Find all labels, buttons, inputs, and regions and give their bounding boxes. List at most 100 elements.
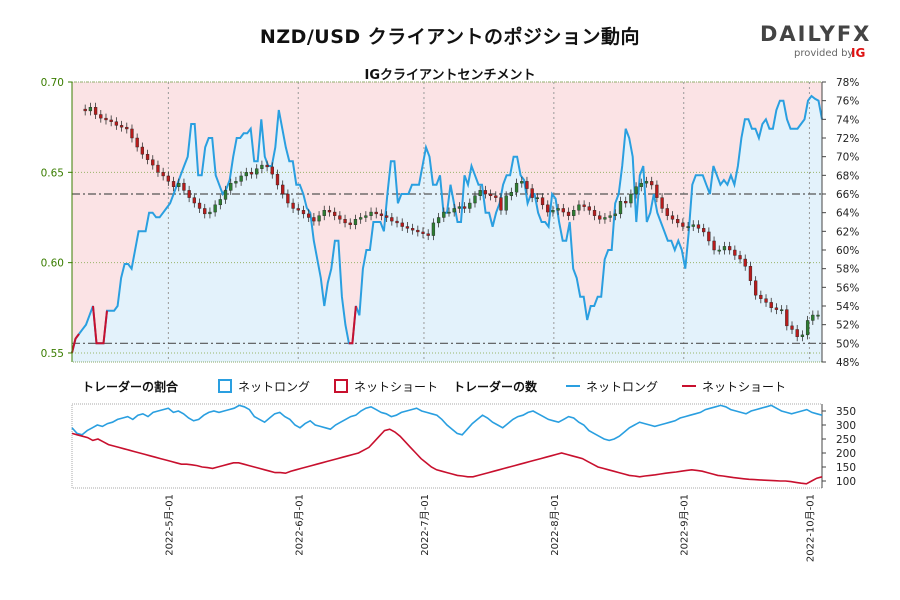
candle-body (707, 231, 711, 242)
candle-body (473, 195, 477, 204)
candle-body (572, 210, 576, 216)
candle-body (779, 309, 784, 312)
candle-body (119, 125, 124, 128)
candle-body (156, 164, 160, 173)
candle-body (400, 222, 404, 227)
candle-body (540, 197, 545, 206)
candle-body (384, 215, 389, 218)
candle-body (608, 215, 612, 218)
chart-title: NZD/USD クライアントのポジション動向 (259, 26, 641, 48)
candle-body (234, 181, 238, 184)
candle-body (800, 334, 805, 337)
right-tick-label: 48% (836, 357, 859, 369)
candle-body (369, 211, 373, 216)
legend: トレーダーの割合 ネットロング ネットショート トレーダーの数 ネットロング ネ… (0, 378, 900, 396)
bottom-tick-label: 300 (836, 420, 856, 432)
dailyfx-logo: DAILYFX provided by IG (760, 22, 880, 66)
candle-body (286, 193, 290, 204)
candle-body (629, 193, 633, 204)
candle-body (421, 231, 425, 234)
candle-body (785, 309, 789, 327)
candle-body (223, 190, 228, 200)
candle-body (462, 206, 467, 209)
candle-body (546, 204, 550, 213)
logo-ig-brand: IG (851, 46, 866, 60)
candle-body (748, 266, 753, 281)
x-tick-label: 2022-7月-01 (419, 494, 431, 556)
candle-body (598, 215, 602, 220)
candle-body (405, 226, 410, 229)
candle-body (301, 210, 306, 215)
candle-body (790, 325, 794, 330)
bottom-tick-label: 150 (836, 462, 856, 474)
candle-body (213, 204, 217, 213)
candle-body (520, 181, 524, 184)
candle-body (499, 197, 503, 211)
right-tick-label: 64% (836, 208, 859, 220)
candle-body (99, 114, 103, 119)
candle-body (509, 191, 514, 197)
candle-body (171, 181, 176, 187)
candle-body (281, 184, 285, 195)
candle-body (296, 208, 300, 211)
candle-body (650, 181, 654, 186)
candle-body (275, 173, 280, 186)
bottom-tick-label: 250 (836, 434, 856, 446)
candle-body (218, 199, 222, 206)
bottom-tick-label: 100 (836, 476, 856, 488)
legend-ratio-title: トレーダーの割合 (82, 380, 179, 394)
candle-body (426, 233, 430, 236)
candle-body (239, 175, 243, 182)
candle-body (130, 128, 134, 139)
candle-body (322, 210, 326, 216)
candle-body (676, 219, 680, 224)
candle-body (442, 211, 446, 218)
candle-body (379, 213, 384, 216)
candle-body (125, 126, 129, 130)
bottom-tick-label: 350 (836, 406, 856, 418)
left-tick-label: 0.55 (41, 348, 64, 360)
candle-body (670, 215, 675, 220)
left-tick-label: 0.65 (41, 167, 64, 179)
candle-body (743, 258, 747, 267)
right-tick-label: 66% (836, 189, 859, 201)
candle-body (249, 172, 254, 175)
candle-body (312, 217, 316, 222)
candle-body (795, 329, 799, 337)
legend-count-short: ネットショート (682, 378, 786, 395)
candle-body (483, 190, 488, 195)
right-tick-label: 52% (836, 320, 859, 332)
bottom-tick-label: 200 (836, 448, 856, 460)
candle-body (187, 190, 191, 198)
left-tick-label: 0.70 (41, 77, 64, 89)
candle-body (452, 208, 456, 213)
x-tick-label: 2022-9月-01 (679, 494, 691, 556)
candle-body (359, 217, 363, 220)
candle-body (655, 184, 659, 198)
legend-short-swatch (334, 379, 348, 393)
candle-body (702, 228, 706, 233)
candle-body (733, 249, 737, 256)
candle-body (348, 222, 352, 225)
candle-body (488, 193, 493, 197)
candle-body (660, 197, 664, 209)
candle-body (161, 172, 165, 177)
candle-body (494, 195, 498, 198)
candle-body (592, 210, 597, 216)
candle-body (504, 195, 508, 211)
candle-body (722, 246, 727, 251)
candle-body (192, 197, 196, 204)
legend-long-swatch (218, 379, 232, 393)
candle-body (109, 119, 113, 122)
candle-body (447, 211, 451, 214)
right-tick-label: 76% (836, 96, 859, 108)
candle-body (229, 182, 233, 191)
candle-body (753, 280, 758, 296)
candle-body (431, 222, 436, 236)
right-tick-label: 68% (836, 170, 859, 182)
right-tick-label: 78% (836, 77, 859, 89)
net-short-count-line (71, 428, 823, 485)
x-tick-label: 2022-6月-01 (293, 494, 305, 556)
candle-body (364, 215, 368, 218)
